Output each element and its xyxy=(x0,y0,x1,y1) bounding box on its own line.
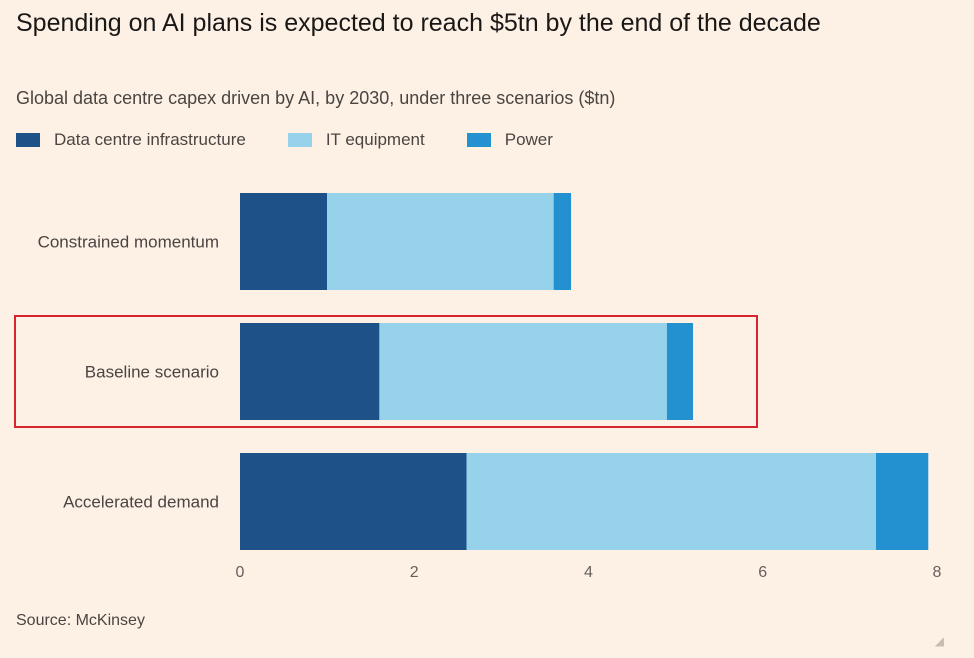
legend-swatch-infrastructure xyxy=(16,133,40,147)
bar-baseline-scenario-power xyxy=(666,323,694,420)
category-label-constrained-momentum: Constrained momentum xyxy=(38,233,219,252)
legend-label-infrastructure: Data centre infrastructure xyxy=(54,130,246,149)
category-label-accelerated-demand: Accelerated demand xyxy=(63,493,219,512)
x-tick-label-4: 4 xyxy=(584,564,593,581)
chart-title: Spending on AI plans is expected to reac… xyxy=(16,9,821,37)
bar-constrained-momentum-data-centre-infrastructure xyxy=(240,193,328,290)
legend-label-power: Power xyxy=(504,130,553,149)
bar-accelerated-demand-power xyxy=(876,453,929,550)
source-note: Source: McKinsey xyxy=(16,612,145,629)
bar-baseline-scenario-it-equipment xyxy=(379,323,667,420)
highlight-box-baseline-scenario xyxy=(14,315,758,428)
bar-baseline-scenario-data-centre-infrastructure xyxy=(240,323,380,420)
bar-accelerated-demand-it-equipment xyxy=(466,453,877,550)
legend-swatch-it-equipment xyxy=(287,133,312,147)
bar-accelerated-demand-data-centre-infrastructure xyxy=(240,453,467,550)
legend-item-it-equipment: IT equipment xyxy=(287,130,425,150)
legend-swatch-power xyxy=(466,133,491,147)
legend-item-infrastructure: Data centre infrastructure xyxy=(16,130,246,150)
stacked-bar-chart: Constrained momentum Baseline scenario Acc… xyxy=(14,193,942,581)
bar-constrained-momentum-power xyxy=(553,193,572,290)
category-label-baseline-scenario: Baseline scenario xyxy=(85,363,219,382)
x-tick-label-0: 0 xyxy=(236,564,245,581)
legend-label-it-equipment: IT equipment xyxy=(325,130,425,149)
bar-constrained-momentum-it-equipment xyxy=(327,193,554,290)
resize-grip-icon: ◢ xyxy=(934,634,944,648)
legend-item-power: Power xyxy=(466,130,553,150)
chart-legend: Data centre infrastructure IT equipment … xyxy=(16,130,553,150)
x-tick-label-8: 8 xyxy=(933,564,942,581)
x-tick-label-2: 2 xyxy=(410,564,419,581)
x-tick-label-6: 6 xyxy=(758,564,767,581)
chart-subtitle: Global data centre capex driven by AI, b… xyxy=(16,88,616,108)
